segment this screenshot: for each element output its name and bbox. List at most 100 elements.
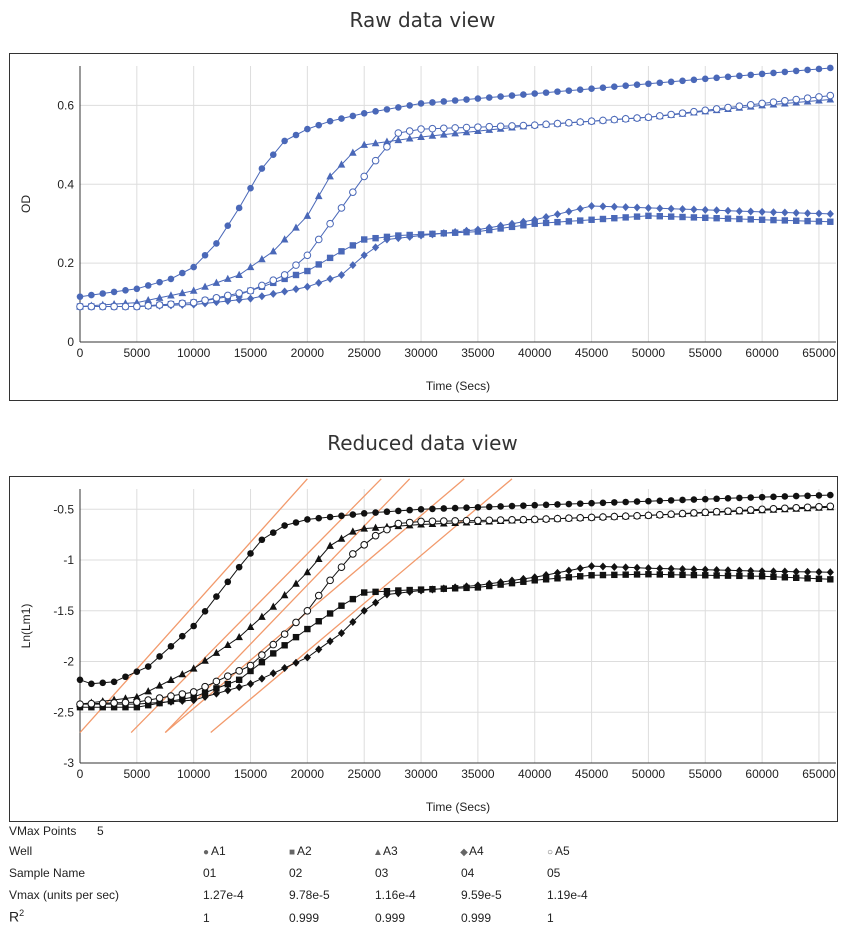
- reduced-data-point: [803, 567, 812, 576]
- reduced-data-point: [746, 506, 755, 514]
- raw-ytick-label: 0.2: [57, 256, 74, 270]
- raw-xtick-label: 50000: [632, 346, 666, 360]
- reduced-data-point: [542, 576, 550, 583]
- raw-data-point: [201, 251, 209, 259]
- reduced-data-point: [429, 505, 436, 513]
- raw-data-point: [496, 122, 505, 131]
- reduced-data-point: [440, 584, 448, 593]
- reduced-data-point: [338, 602, 345, 609]
- raw-data-point: [827, 64, 834, 72]
- raw-data-point: [439, 124, 448, 133]
- reduced-data-point: [679, 571, 686, 579]
- raw-data-point: [587, 117, 596, 125]
- reduced-data-point: [87, 699, 96, 708]
- reduced-data-point: [554, 501, 561, 508]
- raw-data-point: [462, 128, 471, 136]
- raw-data-point: [87, 302, 96, 311]
- reduced-data-point: [315, 645, 323, 654]
- raw-data-point: [474, 225, 482, 234]
- raw-data-point: [588, 216, 595, 223]
- raw-data-point: [303, 251, 312, 260]
- circle-marker-icon: ●: [202, 847, 210, 858]
- raw-data-point: [530, 121, 539, 129]
- raw-data-point: [440, 98, 448, 105]
- raw-data-point: [622, 203, 630, 212]
- raw-data-point: [508, 92, 516, 99]
- reduced-series-square: [76, 571, 834, 711]
- raw-data-point: [781, 68, 789, 76]
- raw-data-point: [736, 215, 743, 223]
- reduced-data-point: [644, 511, 653, 520]
- raw-chart: 0 5000 10000 15000 20000 25000 30000 35000 40000…: [19, 64, 836, 393]
- reduced-data-point: [292, 519, 300, 526]
- reduced-chart-title: Reduced data view: [327, 431, 518, 455]
- raw-data-point: [701, 75, 709, 83]
- reduced-data-point: [292, 579, 300, 587]
- raw-data-point: [155, 301, 164, 309]
- reduced-data-point: [201, 656, 209, 664]
- reduced-data-point: [179, 632, 186, 640]
- reduced-data-point: [349, 550, 357, 558]
- raw-data-point: [770, 69, 777, 77]
- raw-data-point: [201, 296, 209, 305]
- raw-data-point: [622, 214, 629, 221]
- raw-data-point: [758, 70, 766, 78]
- raw-data-point: [474, 95, 482, 102]
- reduced-data-point: [587, 513, 596, 522]
- reduced-data-point: [372, 509, 379, 516]
- reduced-data-point: [190, 622, 197, 630]
- reduced-ytick-label: -1.5: [53, 604, 74, 618]
- raw-data-point: [76, 293, 84, 300]
- reduced-data-point: [258, 658, 266, 666]
- reduced-data-point: [167, 692, 175, 700]
- raw-data-point: [280, 235, 289, 243]
- raw-data-point: [428, 124, 437, 133]
- raw-data-point: [735, 102, 744, 111]
- reduced-data-point: [428, 585, 437, 594]
- raw-ytick-label: 0.4: [57, 177, 74, 191]
- raw-data-point: [417, 100, 425, 107]
- reduced-data-point: [621, 512, 630, 520]
- reduced-data-point: [337, 534, 346, 542]
- raw-xtick-label: 25000: [348, 346, 382, 360]
- reduced-data-point: [622, 563, 630, 572]
- raw-data-point: [429, 99, 436, 106]
- reduced-data-point: [110, 678, 118, 686]
- reduced-data-point: [667, 571, 675, 578]
- raw-xtick-label: 10000: [177, 346, 211, 360]
- raw-data-point: [383, 235, 391, 244]
- reduced-data-point: [213, 593, 220, 600]
- reduced-data-point: [576, 500, 584, 507]
- reduced-data-point: [633, 498, 641, 505]
- reduced-data-point: [417, 517, 425, 526]
- raw-data-point: [258, 255, 266, 263]
- reduced-data-point: [258, 536, 266, 544]
- raw-data-point: [349, 112, 357, 120]
- reduced-data-point: [178, 696, 186, 705]
- raw-data-point: [439, 130, 448, 138]
- raw-xtick-label: 5000: [123, 346, 150, 360]
- well-a5: A5: [555, 844, 570, 858]
- reduced-data-point: [645, 497, 652, 505]
- raw-data-point: [712, 105, 721, 113]
- reduced-series-open-circle: [76, 502, 835, 708]
- reduced-data-point: [792, 567, 800, 576]
- reduced-ytick-label: -3: [63, 756, 74, 770]
- raw-data-point: [542, 89, 550, 96]
- raw-data-point: [394, 234, 402, 243]
- raw-data-point: [269, 247, 278, 255]
- raw-data-point: [485, 122, 494, 131]
- raw-data-point: [417, 132, 425, 140]
- reduced-data-point: [144, 663, 152, 670]
- raw-data-point: [383, 106, 391, 113]
- raw-y-axis-label: OD: [19, 195, 33, 213]
- raw-series-circle: [76, 64, 834, 300]
- reduced-data-point: [724, 566, 732, 575]
- reduced-data-point: [781, 567, 789, 576]
- raw-data-point: [246, 262, 255, 271]
- reduced-fit-line-4: [164, 478, 465, 734]
- reduced-data-point: [190, 696, 198, 705]
- reduced-chart-panel: 0 5000 10000 15000 20000 25000 30000 35000 40000…: [9, 476, 838, 822]
- raw-data-point: [246, 294, 255, 303]
- raw-data-point: [633, 114, 641, 122]
